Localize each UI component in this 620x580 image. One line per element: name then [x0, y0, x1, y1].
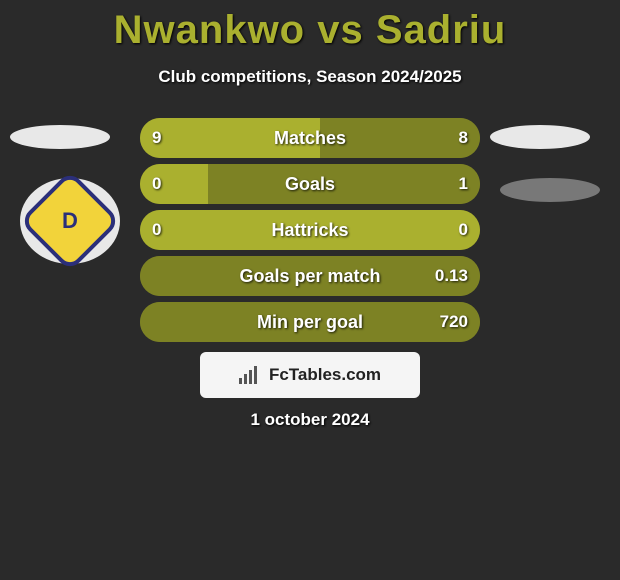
- stat-bar: 00Hattricks: [140, 210, 480, 250]
- stat-bar-left-fill: [140, 164, 208, 204]
- stat-bar-right-fill: [140, 256, 480, 296]
- stat-bar: 720Min per goal: [140, 302, 480, 342]
- team-ellipse: [10, 125, 110, 149]
- subtitle: Club competitions, Season 2024/2025: [0, 67, 620, 87]
- stat-value-right: 0: [459, 210, 468, 250]
- stat-value-right: 720: [440, 302, 468, 342]
- stat-bar-left-fill: [140, 118, 320, 158]
- stat-bars-container: 98Matches01Goals00Hattricks0.13Goals per…: [140, 118, 480, 348]
- stat-value-left: 9: [152, 118, 161, 158]
- stat-value-right: 0.13: [435, 256, 468, 296]
- team-ellipse: [500, 178, 600, 202]
- vs-text: vs: [317, 8, 364, 52]
- club-badge: D: [20, 178, 120, 264]
- stat-bar: 0.13Goals per match: [140, 256, 480, 296]
- stat-bar: 01Goals: [140, 164, 480, 204]
- stat-value-right: 1: [459, 164, 468, 204]
- player-right-name: Sadriu: [376, 8, 506, 52]
- player-left-name: Nwankwo: [114, 8, 305, 52]
- stat-bar: 98Matches: [140, 118, 480, 158]
- fctables-logo-text: FcTables.com: [269, 365, 381, 385]
- bar-chart-icon: [239, 366, 263, 384]
- stat-bar-right-fill: [320, 118, 480, 158]
- fctables-logo: FcTables.com: [200, 352, 420, 398]
- comparison-title: Nwankwo vs Sadriu: [0, 0, 620, 53]
- stat-bar-right-fill: [208, 164, 480, 204]
- snapshot-date: 1 october 2024: [0, 410, 620, 430]
- team-ellipse: [490, 125, 590, 149]
- stat-bar-right-fill: [140, 302, 480, 342]
- stat-value-left: 0: [152, 210, 161, 250]
- stat-bar-left-fill: [140, 210, 480, 250]
- stat-value-left: 0: [152, 164, 161, 204]
- club-badge-letter: D: [62, 208, 78, 234]
- stat-value-right: 8: [459, 118, 468, 158]
